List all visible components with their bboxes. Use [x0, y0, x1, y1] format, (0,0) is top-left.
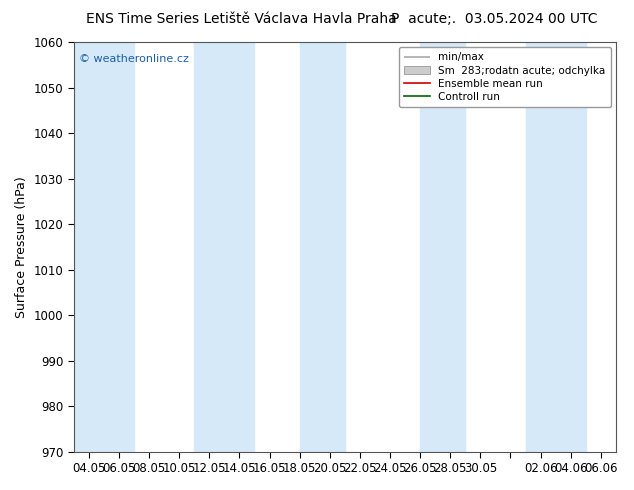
Y-axis label: Surface Pressure (hPa): Surface Pressure (hPa) [15, 176, 28, 318]
Bar [420, 42, 465, 452]
Bar [74, 42, 134, 452]
Text: © weatheronline.cz: © weatheronline.cz [79, 54, 189, 64]
Text: ENS Time Series Letiště Václava Havla Praha: ENS Time Series Letiště Václava Havla Pr… [86, 12, 396, 26]
Bar [526, 42, 586, 452]
Text: P  acute;.  03.05.2024 00 UTC: P acute;. 03.05.2024 00 UTC [391, 12, 598, 26]
Legend: min/max, Sm  283;rodatn acute; odchylka, Ensemble mean run, Controll run: min/max, Sm 283;rodatn acute; odchylka, … [399, 47, 611, 107]
Bar [194, 42, 254, 452]
Bar [300, 42, 345, 452]
